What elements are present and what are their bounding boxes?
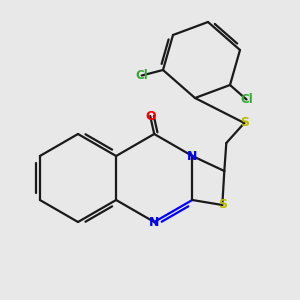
Text: O: O: [145, 110, 155, 122]
Text: N: N: [187, 149, 197, 163]
Text: S: S: [218, 199, 227, 212]
Text: N: N: [149, 215, 159, 229]
Text: S: S: [240, 116, 249, 130]
Text: Cl: Cl: [240, 93, 253, 106]
Text: Cl: Cl: [135, 69, 148, 82]
